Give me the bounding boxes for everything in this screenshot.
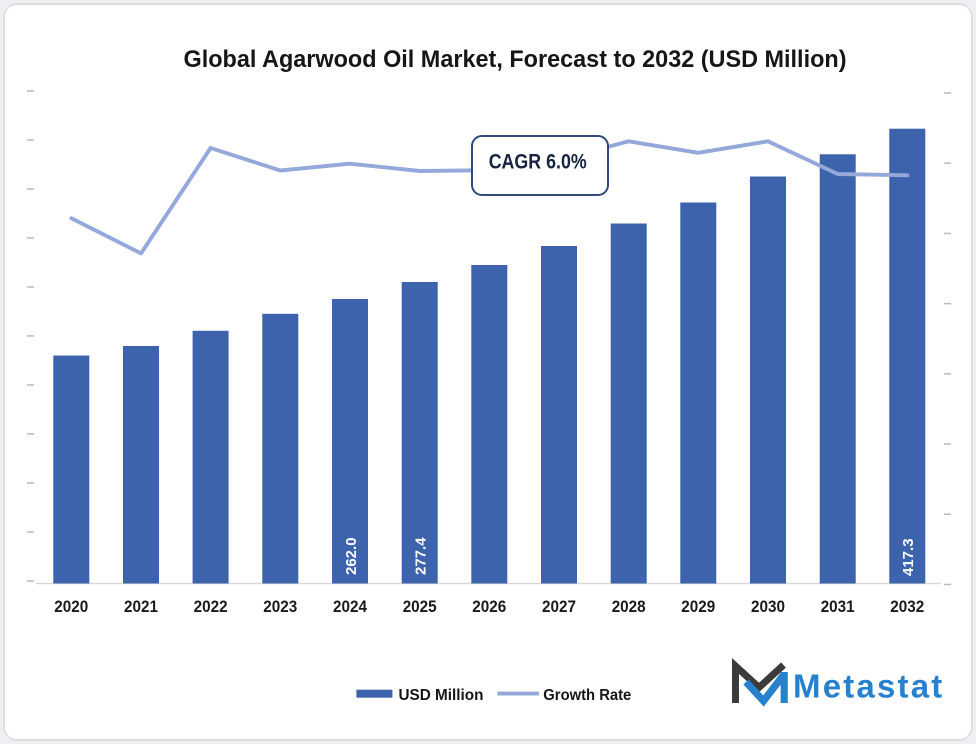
svg-text:USD Million: USD Million [399,687,484,704]
svg-text:277.4: 277.4 [413,537,430,575]
svg-text:2031: 2031 [821,598,855,616]
svg-text:2027: 2027 [542,598,576,616]
svg-text:CAGR 6.0%: CAGR 6.0% [489,151,587,174]
svg-text:2020: 2020 [54,598,88,616]
svg-text:2021: 2021 [124,598,158,616]
svg-text:2023: 2023 [263,598,297,616]
svg-text:Global Agarwood Oil Market, Fo: Global Agarwood Oil Market, Forecast to … [184,46,847,73]
svg-text:2025: 2025 [403,598,437,616]
svg-text:2024: 2024 [333,598,368,616]
svg-text:2030: 2030 [751,598,785,616]
svg-text:2022: 2022 [194,598,228,616]
svg-text:Growth Rate: Growth Rate [543,687,631,704]
svg-text:2026: 2026 [472,598,506,616]
svg-text:Metastat: Metastat [793,668,944,705]
svg-text:2032: 2032 [890,598,924,616]
svg-text:262.0: 262.0 [343,537,360,575]
svg-text:417.3: 417.3 [900,538,917,576]
svg-text:2028: 2028 [612,598,646,616]
svg-text:2029: 2029 [681,598,715,616]
